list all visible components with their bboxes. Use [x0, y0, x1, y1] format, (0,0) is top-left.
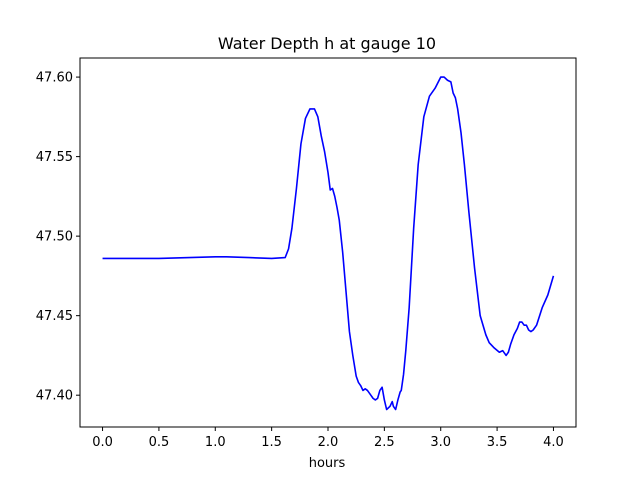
x-tick-label: 1.0 — [205, 435, 226, 450]
plot-frame — [79, 57, 577, 428]
x-tick-label: 0.5 — [149, 435, 170, 450]
x-tick-label: 0.0 — [92, 435, 113, 450]
x-tick-label: 4.0 — [543, 435, 564, 450]
y-tick-label: 47.45 — [36, 309, 73, 324]
chart-title: Water Depth h at gauge 10 — [218, 34, 436, 53]
x-tick-label: 2.0 — [318, 435, 339, 450]
series-line — [102, 76, 555, 411]
y-axis: 47.40 47.45 47.50 47.55 47.60 — [36, 71, 80, 404]
x-tick-label: 3.0 — [430, 435, 451, 450]
y-tick-label: 47.60 — [36, 71, 73, 86]
y-tick-label: 47.50 — [36, 230, 73, 245]
y-tick-label: 47.55 — [36, 150, 73, 165]
x-tick-label: 2.5 — [374, 435, 395, 450]
x-axis-label: hours — [309, 456, 346, 471]
y-tick-label: 47.40 — [36, 389, 73, 404]
x-axis: 0.0 0.5 1.0 1.5 2.0 2.5 3.0 3.5 4.0 — [92, 427, 564, 450]
x-tick-label: 3.5 — [487, 435, 508, 450]
x-tick-label: 1.5 — [261, 435, 282, 450]
series-layer — [102, 76, 555, 411]
